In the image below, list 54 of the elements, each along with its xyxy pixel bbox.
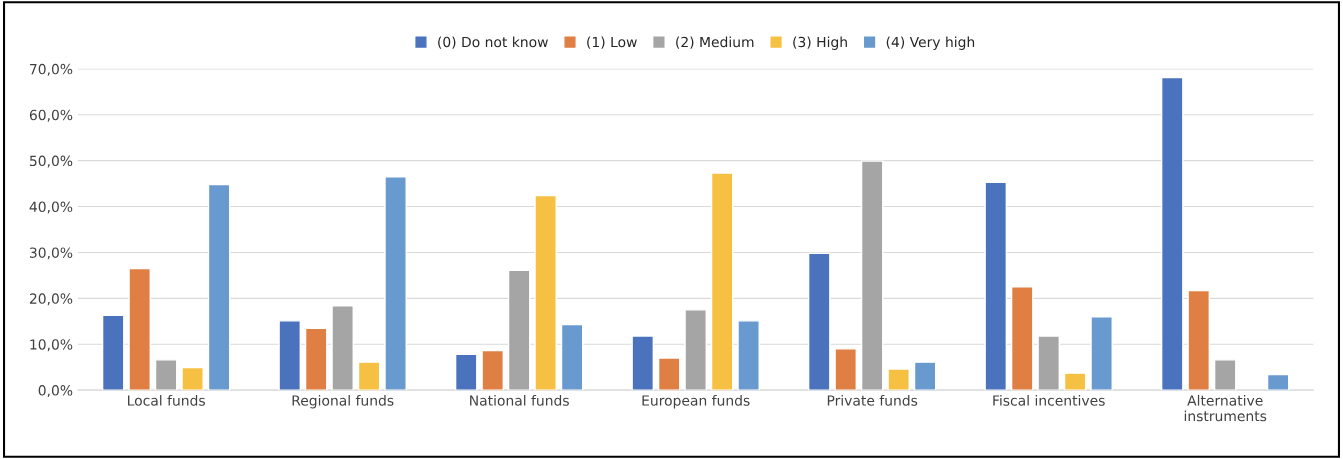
- bar: [357, 361, 381, 391]
- bar: [1266, 373, 1290, 391]
- bar: [1010, 286, 1034, 391]
- bar: [913, 361, 937, 391]
- bar: [534, 194, 557, 391]
- bar: [454, 353, 478, 391]
- x-tick-label: Local funds: [128, 395, 205, 406]
- bar: [181, 366, 204, 391]
- bar: [1187, 289, 1211, 391]
- bar: [1213, 359, 1237, 391]
- x-tick-label: Private funds: [827, 395, 918, 406]
- x-tick-label: National funds: [470, 395, 569, 406]
- bar: [128, 267, 151, 391]
- bar: [807, 252, 831, 391]
- y-tick-label: 30,0%: [29, 247, 73, 260]
- bar: [278, 320, 301, 391]
- bar: [560, 323, 584, 391]
- bar: [331, 304, 354, 391]
- bar: [860, 160, 884, 391]
- bar: [101, 314, 125, 391]
- bar: [1090, 316, 1113, 391]
- bar: [684, 309, 707, 391]
- bar: [737, 320, 760, 391]
- bar: [481, 349, 504, 391]
- bar: [834, 348, 857, 391]
- bar: [304, 327, 328, 391]
- y-tick-label: 0,0%: [38, 385, 73, 398]
- y-tick-label: 40,0%: [29, 201, 73, 214]
- legend-label: (2) Medium: [676, 36, 754, 49]
- x-tick-label: Alternative instruments: [1184, 395, 1267, 422]
- x-tick-label: Regional funds: [292, 395, 394, 409]
- bar: [207, 183, 231, 391]
- legend-label: (4) Very high: [886, 36, 975, 50]
- legend-label: (0) Do not know: [438, 36, 548, 49]
- bar: [507, 269, 531, 391]
- bar: [1037, 335, 1060, 391]
- y-tick-label: 70,0%: [30, 63, 73, 76]
- bar: [657, 357, 681, 391]
- x-tick-label: European funds: [642, 395, 750, 409]
- x-tick-label: Fiscal incentives: [993, 395, 1105, 406]
- bar: [384, 176, 407, 391]
- bar: [710, 172, 734, 391]
- bar: [1160, 76, 1184, 391]
- y-tick-label: 20,0%: [29, 293, 73, 306]
- legend-label: (1) Low: [587, 36, 637, 49]
- y-tick-label: 60,0%: [29, 109, 73, 122]
- legend-label: (3) High: [793, 36, 847, 50]
- bar: [631, 335, 655, 391]
- bar: [984, 181, 1008, 391]
- y-tick-label: 50,0%: [29, 155, 73, 168]
- y-tick-label: 10,0%: [30, 339, 73, 352]
- bar: [154, 359, 178, 391]
- bar: [1063, 372, 1087, 391]
- bar: [887, 368, 910, 391]
